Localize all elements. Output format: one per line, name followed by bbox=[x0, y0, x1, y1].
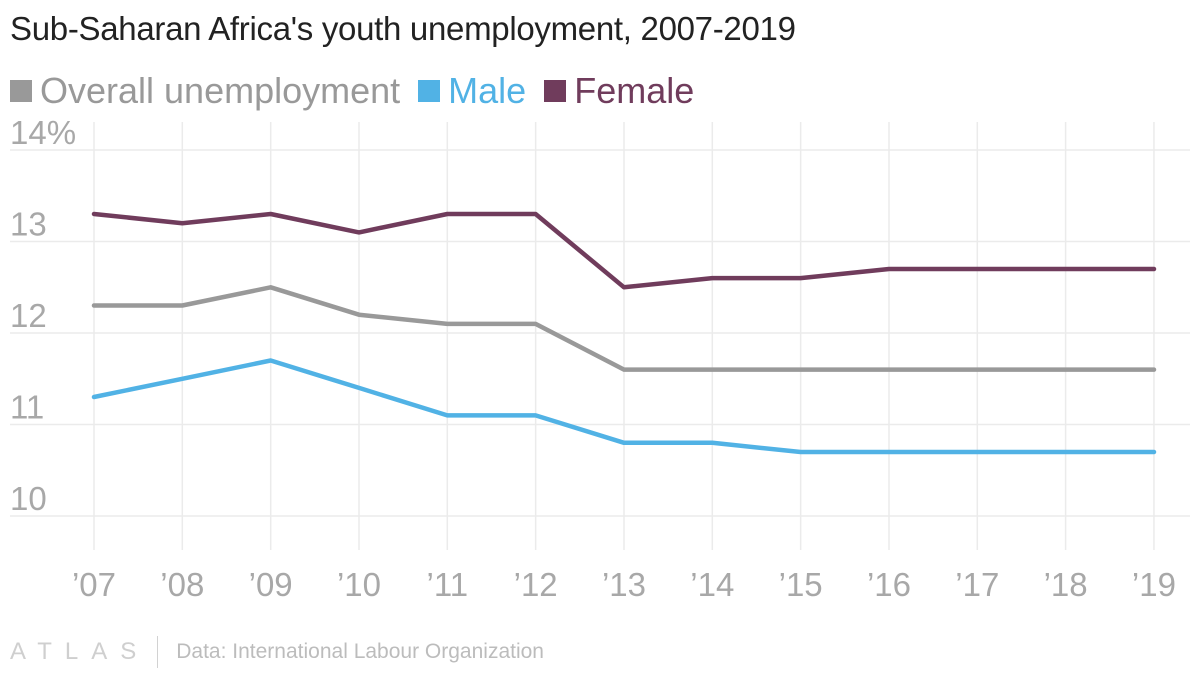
legend-item-overall: Overall unemployment bbox=[10, 70, 400, 112]
y-tick-label: 12 bbox=[10, 297, 47, 334]
legend-swatch-overall bbox=[10, 80, 32, 102]
series-line-female bbox=[91, 211, 1157, 290]
legend-label-female: Female bbox=[574, 70, 695, 111]
legend-label-male: Male bbox=[448, 70, 527, 111]
x-tick-label: ’10 bbox=[337, 566, 381, 603]
x-tick-label: ’19 bbox=[1132, 566, 1176, 603]
footer: ATLAS Data: International Labour Organiz… bbox=[10, 636, 544, 668]
y-tick-label: 13 bbox=[10, 206, 47, 243]
legend-swatch-male bbox=[418, 80, 441, 102]
y-tick-label: 10 bbox=[10, 480, 47, 517]
y-tick-label: 14% bbox=[10, 114, 76, 151]
x-tick-label: ’17 bbox=[955, 566, 999, 603]
legend-item-female: Female bbox=[544, 70, 694, 112]
atlas-logo: ATLAS bbox=[10, 638, 150, 665]
legend-swatch-female bbox=[544, 80, 567, 102]
y-tick-label: 11 bbox=[10, 389, 44, 426]
legend: Overall unemployment Male Female bbox=[10, 70, 712, 112]
x-tick-label: ’11 bbox=[427, 566, 469, 603]
x-tick-label: ’14 bbox=[690, 566, 734, 603]
legend-label-overall: Overall unemployment bbox=[40, 70, 401, 111]
series-line-male bbox=[91, 358, 1157, 455]
x-tick-label: ’09 bbox=[249, 566, 293, 603]
x-tick-label: ’12 bbox=[514, 566, 558, 603]
x-tick-label: ’18 bbox=[1044, 566, 1088, 603]
x-tick-label: ’15 bbox=[779, 566, 823, 603]
x-tick-label: ’08 bbox=[160, 566, 204, 603]
source-note: Data: International Labour Organization bbox=[176, 640, 544, 663]
x-tick-label: ’16 bbox=[867, 566, 911, 603]
x-tick-label: ’13 bbox=[602, 566, 646, 603]
footer-divider bbox=[157, 636, 159, 668]
series-line-overall bbox=[91, 285, 1157, 372]
chart-title: Sub-Saharan Africa's youth unemployment,… bbox=[10, 10, 796, 47]
x-tick-label: ’07 bbox=[72, 566, 116, 603]
legend-item-male: Male bbox=[418, 70, 526, 112]
